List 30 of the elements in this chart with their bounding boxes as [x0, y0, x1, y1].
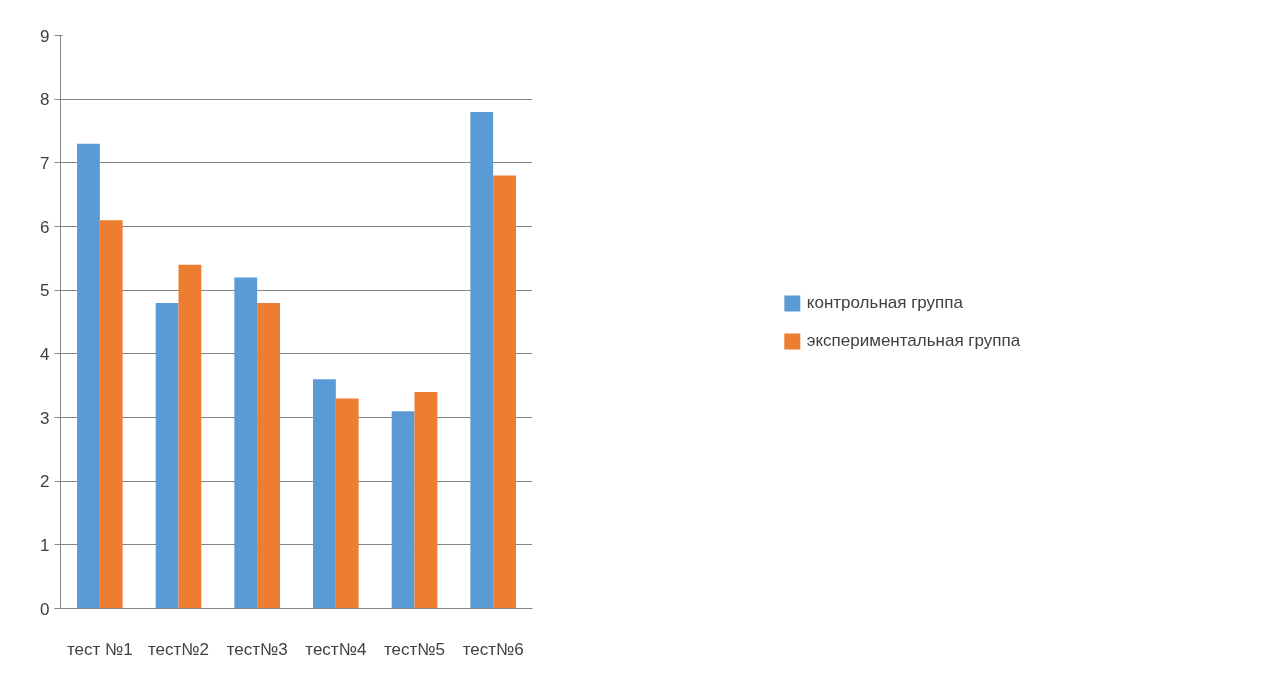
- bar: [155, 302, 179, 609]
- bar: [335, 398, 359, 609]
- bar: [257, 302, 280, 609]
- y-tick-label: 1: [40, 535, 50, 555]
- bar: [414, 392, 438, 609]
- x-tick-label: тест №1: [66, 639, 133, 659]
- bar: [178, 264, 202, 609]
- x-tick-label: тест№2: [147, 639, 210, 659]
- bar: [470, 111, 494, 609]
- y-tick-label: 3: [40, 408, 50, 428]
- legend-label: контрольная группа: [806, 292, 963, 313]
- y-tick-label: 0: [40, 599, 50, 619]
- bar: [313, 379, 336, 609]
- y-tick-label: 9: [40, 26, 50, 46]
- y-tick-label: 2: [40, 472, 50, 492]
- legend-label: экспериментальная группа: [806, 330, 1021, 351]
- y-tick-label: 7: [40, 153, 50, 173]
- y-tick-label: 5: [40, 281, 50, 301]
- x-tick-label: тест№3: [226, 639, 288, 659]
- y-tick-label: 8: [40, 90, 50, 110]
- x-tick-label: тест№6: [462, 639, 524, 659]
- bar: [234, 277, 258, 609]
- bar: [99, 220, 123, 609]
- x-tick-label: тест№4: [305, 639, 367, 659]
- x-tick-label: тест№5: [383, 639, 446, 659]
- y-tick-label: 6: [40, 217, 50, 237]
- y-tick-label: 4: [40, 344, 50, 364]
- bar: [391, 411, 415, 609]
- bar: [493, 175, 516, 609]
- bar: [77, 143, 100, 609]
